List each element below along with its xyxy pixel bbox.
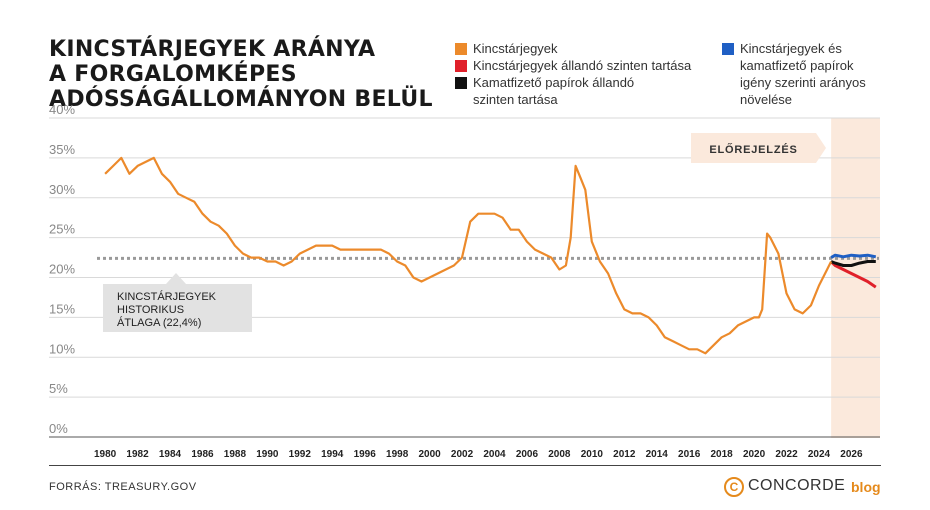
legend-swatch-red bbox=[455, 60, 467, 72]
y-tick-label: 20% bbox=[49, 262, 75, 277]
x-tick-label: 1990 bbox=[256, 449, 279, 460]
x-tick-label: 2024 bbox=[808, 449, 831, 460]
series-line bbox=[830, 253, 877, 259]
y-tick-label: 25% bbox=[49, 222, 75, 237]
x-tick-label: 1988 bbox=[224, 449, 247, 460]
x-tick-label: 1982 bbox=[126, 449, 149, 460]
x-tick-label: 1980 bbox=[94, 449, 117, 460]
series-line bbox=[830, 260, 876, 267]
x-tick-label: 2026 bbox=[840, 449, 863, 460]
title-line-1: KINCSTÁRJEGYEK ARÁNYA bbox=[49, 37, 376, 62]
y-tick-label: 15% bbox=[49, 301, 75, 316]
title-line-3: ADÓSSÁGÁLLOMÁNYON BELÜL bbox=[49, 87, 433, 112]
legend-label: kamatfizető papírok bbox=[740, 58, 854, 73]
x-tick-label: 1986 bbox=[191, 449, 214, 460]
x-tick-label: 2014 bbox=[646, 449, 669, 460]
c-logo-icon: C bbox=[724, 477, 744, 497]
x-tick-label: 2010 bbox=[581, 449, 604, 460]
legend-label: Kamatfizető papírok állandó bbox=[473, 75, 635, 90]
x-tick-label: 2020 bbox=[743, 449, 766, 460]
y-tick-label: 5% bbox=[49, 381, 68, 396]
legend-label: szinten tartása bbox=[473, 92, 558, 107]
brand-suffix: blog bbox=[851, 479, 881, 495]
x-tick-label: 2022 bbox=[775, 449, 798, 460]
chart-title: KINCSTÁRJEGYEK ARÁNYA A FORGALOMKÉPES AD… bbox=[49, 37, 449, 112]
average-label: HISTORIKUS bbox=[117, 304, 184, 316]
y-tick-label: 35% bbox=[49, 142, 75, 157]
x-tick-label: 2012 bbox=[613, 449, 636, 460]
forecast-label: ELŐREJELZÉS bbox=[709, 143, 797, 156]
legend-label: Kincstárjegyek és bbox=[740, 41, 842, 56]
x-tick-label: 2006 bbox=[516, 449, 539, 460]
legend-label: Kincstárjegyek bbox=[473, 41, 558, 56]
average-label: ÁTLAGA (22,4%) bbox=[117, 316, 201, 329]
legend-label: igény szerinti arányos bbox=[740, 75, 866, 90]
title-line-2: A FORGALOMKÉPES bbox=[49, 62, 297, 87]
y-tick-label: 30% bbox=[49, 182, 75, 197]
footer-divider bbox=[49, 465, 881, 466]
x-tick-label: 1992 bbox=[289, 449, 312, 460]
x-tick-label: 2000 bbox=[418, 449, 441, 460]
legend-swatch-blue bbox=[722, 43, 734, 55]
x-tick-label: 1998 bbox=[386, 449, 409, 460]
legend-swatch-black bbox=[455, 77, 467, 89]
forecast-callout-box bbox=[691, 133, 826, 163]
x-tick-label: 1994 bbox=[321, 449, 344, 460]
series-line bbox=[830, 260, 877, 289]
x-tick-label: 2016 bbox=[678, 449, 701, 460]
x-tick-label: 2018 bbox=[711, 449, 734, 460]
y-tick-label: 0% bbox=[49, 421, 68, 436]
source-note: FORRÁS: TREASURY.GOV bbox=[49, 481, 197, 493]
legend-swatch-orange bbox=[455, 43, 467, 55]
average-label: KINCSTÁRJEGYEK bbox=[117, 290, 217, 303]
x-tick-label: 2004 bbox=[483, 449, 506, 460]
y-tick-label: 10% bbox=[49, 341, 75, 356]
x-tick-label: 2002 bbox=[451, 449, 474, 460]
x-tick-label: 2008 bbox=[548, 449, 571, 460]
average-callout-box bbox=[103, 273, 252, 332]
legend-label: Kincstárjegyek állandó szinten tartása bbox=[473, 58, 692, 73]
series-line bbox=[104, 156, 833, 355]
x-tick-label: 1984 bbox=[159, 449, 182, 460]
brand-name: CONCORDE bbox=[748, 477, 846, 494]
forecast-callout: ELŐREJELZÉS bbox=[691, 133, 826, 163]
y-tick-label: 40% bbox=[49, 102, 75, 117]
x-tick-label: 1996 bbox=[354, 449, 377, 460]
legend-label: növelése bbox=[740, 92, 793, 107]
